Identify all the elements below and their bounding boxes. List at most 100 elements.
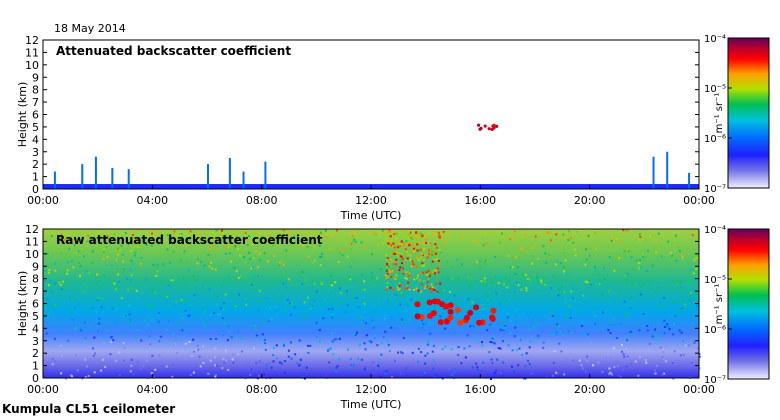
noise-speck <box>692 272 695 275</box>
noise-speck <box>426 341 429 344</box>
noise-speck <box>391 245 394 248</box>
noise-speck <box>395 252 398 255</box>
noise-speck <box>127 242 130 245</box>
noise-speck <box>245 239 248 242</box>
noise-speck <box>461 256 464 259</box>
noise-speck <box>196 348 199 351</box>
noise-speck <box>387 240 390 242</box>
noise-speck <box>96 299 99 302</box>
noise-speck <box>521 353 524 356</box>
noise-speck <box>259 338 261 341</box>
noise-speck <box>424 254 427 257</box>
noise-speck <box>408 241 410 244</box>
noise-speck <box>285 255 287 258</box>
noise-speck <box>662 357 665 360</box>
noise-speck <box>678 329 681 332</box>
noise-speck <box>218 313 221 315</box>
noise-speck <box>388 229 391 232</box>
noise-speck <box>71 375 74 378</box>
noise-speck <box>48 269 51 271</box>
noise-speck <box>519 339 522 342</box>
noise-speck <box>524 365 527 367</box>
noise-speck <box>594 269 597 272</box>
noise-speck <box>444 241 447 244</box>
noise-speck <box>525 289 528 292</box>
noise-speck <box>431 253 434 256</box>
noise-speck <box>115 359 118 362</box>
noise-speck <box>513 335 516 338</box>
noise-speck <box>668 328 671 331</box>
noise-texture <box>43 229 701 380</box>
noise-speck <box>550 239 552 242</box>
noise-speck <box>657 232 660 235</box>
noise-speck <box>404 243 407 246</box>
noise-speck <box>386 302 389 305</box>
noise-speck <box>415 255 418 258</box>
cloud-blob <box>427 313 433 319</box>
noise-speck <box>395 263 398 266</box>
noise-speck <box>202 285 205 288</box>
noise-speck <box>315 321 318 324</box>
noise-speck <box>646 324 649 327</box>
noise-speck <box>223 361 226 364</box>
colorbar-tick-label: 10⁻⁶ <box>704 134 726 145</box>
noise-speck <box>694 369 697 372</box>
noise-speck <box>390 375 393 378</box>
noise-speck <box>70 260 73 263</box>
noise-speck <box>336 338 339 341</box>
noise-speck <box>434 375 437 378</box>
noise-speck <box>441 236 444 239</box>
noise-speck <box>318 329 321 332</box>
noise-speck <box>179 258 182 261</box>
noise-speck <box>214 347 217 350</box>
noise-speck <box>133 373 136 376</box>
noise-speck <box>416 277 419 280</box>
noise-speck <box>341 254 344 257</box>
y-tick-label: 8 <box>32 84 39 97</box>
noise-speck <box>266 297 268 300</box>
noise-speck <box>82 295 85 298</box>
noise-speck <box>467 298 470 301</box>
noise-speck <box>501 374 504 377</box>
noise-speck <box>80 329 82 332</box>
noise-speck <box>502 340 504 343</box>
noise-speck <box>468 285 471 288</box>
noise-speck <box>681 307 683 310</box>
noise-speck <box>126 278 129 280</box>
noise-speck <box>174 343 177 345</box>
noise-speck <box>420 272 423 275</box>
noise-speck <box>561 286 564 289</box>
noise-speck <box>427 277 430 280</box>
noise-speck <box>542 346 545 349</box>
noise-speck <box>551 315 554 317</box>
noise-speck <box>569 316 572 319</box>
noise-speck <box>370 341 373 344</box>
noise-speck <box>385 370 388 373</box>
noise-speck <box>283 342 286 345</box>
plot-background <box>43 229 699 378</box>
noise-speck <box>609 332 612 334</box>
noise-speck <box>303 377 306 380</box>
noise-speck <box>505 276 508 279</box>
cloud-blob <box>487 127 491 131</box>
noise-speck <box>314 237 317 240</box>
noise-speck <box>653 289 656 292</box>
noise-speck <box>180 299 183 301</box>
noise-speck <box>592 364 594 367</box>
noise-speck <box>434 287 437 290</box>
noise-speck <box>160 365 163 368</box>
noise-speck <box>612 347 615 350</box>
noise-speck <box>234 335 237 338</box>
noise-speck <box>84 337 87 340</box>
noise-speck <box>398 269 401 272</box>
noise-speck <box>71 317 73 320</box>
noise-speck <box>486 302 489 304</box>
noise-speck <box>331 340 334 343</box>
noise-speck <box>482 361 484 364</box>
noise-speck <box>220 362 223 365</box>
noise-speck <box>102 358 104 361</box>
cloud-blob <box>479 126 483 130</box>
noise-speck <box>481 341 483 344</box>
noise-speck <box>325 374 328 377</box>
noise-speck <box>660 346 663 349</box>
